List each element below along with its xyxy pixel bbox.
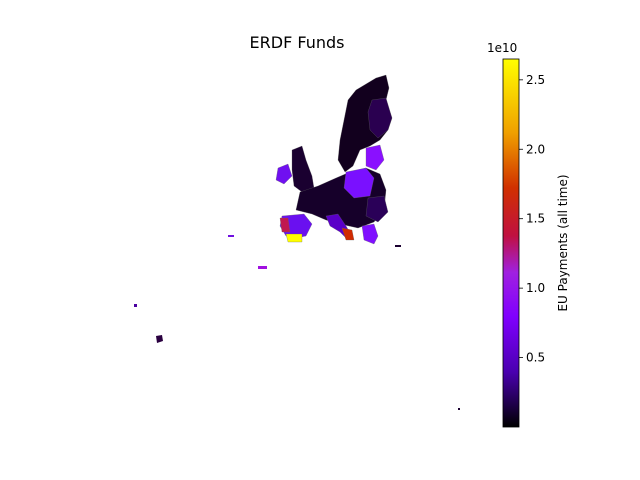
- colorbar-ticks: 0.5 1.0 1.5 2.0 2.5: [519, 73, 545, 365]
- region-canary-islands[interactable]: [258, 266, 267, 269]
- region-madeira[interactable]: [228, 235, 234, 237]
- region-uk[interactable]: [291, 145, 315, 193]
- region-cyprus[interactable]: [395, 245, 401, 247]
- region-finland-east[interactable]: [367, 97, 393, 139]
- colorbar-tick-label: 1.5: [526, 212, 545, 226]
- region-poland[interactable]: [343, 167, 375, 199]
- region-azores[interactable]: [134, 304, 137, 307]
- region-ireland[interactable]: [275, 163, 293, 185]
- region-reunion[interactable]: [156, 335, 163, 343]
- region-greece[interactable]: [361, 223, 379, 245]
- colorbar-tick-label: 2.0: [526, 142, 545, 156]
- colorbar-tick-label: 1.0: [526, 281, 545, 295]
- colorbar-gradient: [502, 58, 520, 428]
- choropleth-map: [134, 74, 460, 410]
- colorbar-multiplier: 1e10: [487, 41, 517, 55]
- colorbar: 0.5 1.0 1.5 2.0 2.5 1e10 EU Payments (all ti…: [487, 41, 570, 428]
- colorbar-tick-label: 0.5: [526, 351, 545, 365]
- page-title: ERDF Funds: [249, 33, 345, 52]
- region-mayotte[interactable]: [458, 408, 460, 410]
- colorbar-tick-label: 2.5: [526, 73, 545, 87]
- region-baltic-lithuania[interactable]: [365, 144, 385, 171]
- region-romania-east[interactable]: [365, 195, 389, 223]
- region-andalucia[interactable]: [285, 233, 303, 243]
- region-portugal[interactable]: [279, 217, 291, 233]
- region-italy-south[interactable]: [341, 227, 355, 241]
- colorbar-label: EU Payments (all time): [556, 174, 570, 311]
